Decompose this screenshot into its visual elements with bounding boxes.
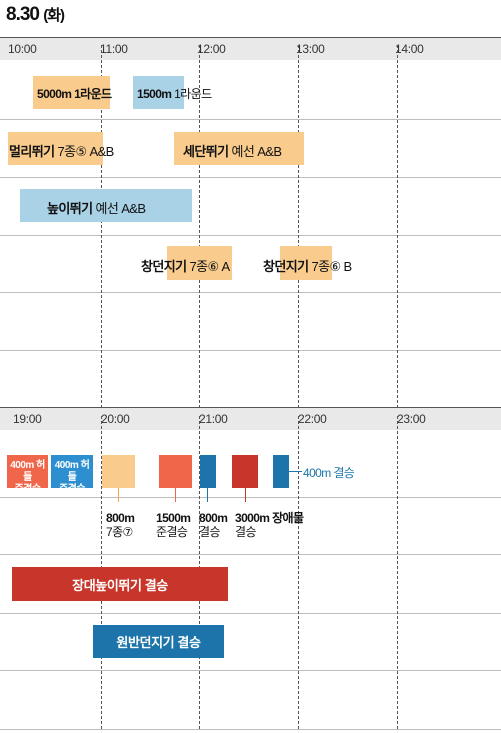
event-label-400m-hurdles-women: 400m 허들 준결승: [10, 460, 45, 495]
event-block-3000m-steeplechase[interactable]: [232, 455, 258, 488]
event-label-800m-final: 800m 결승: [199, 511, 228, 539]
event-block-400m-hurdles-men[interactable]: [51, 455, 93, 488]
connector-line: [207, 488, 208, 502]
row-divider: [0, 554, 501, 555]
hour-gridline: [298, 45, 299, 408]
date-text: 8.30: [6, 4, 40, 25]
time-label: 14:00: [395, 42, 424, 56]
time-label: 12:00: [197, 42, 226, 56]
event-block-high-jump[interactable]: [20, 189, 192, 222]
event-block-javelin-b[interactable]: [280, 246, 332, 280]
event-label-javelin-a: 창던지기 7종⑥ A: [141, 259, 230, 274]
hour-gridline: [397, 45, 398, 408]
event-label-400m-hurdles-men: 400m 허들 준결승: [54, 460, 90, 495]
weekday-text: (화): [43, 7, 65, 24]
event-block-discus[interactable]: 원반던지기 결승: [93, 625, 224, 658]
event-block-1500m-semifinal[interactable]: [159, 455, 192, 488]
evening-time-header: 19:00 20:00 21:00 22:00 23:00: [0, 408, 501, 430]
row-divider: [0, 119, 501, 120]
event-label-3000m-steeplechase: 3000m 장애물 결승: [235, 511, 304, 539]
event-label-400m-final: 400m 결승: [303, 466, 355, 480]
morning-time-header: 10:00 11:00 12:00 13:00 14:00: [0, 38, 501, 60]
connector-line: [289, 471, 302, 472]
event-label-pole-vault: 장대높이뛰기 결승: [72, 577, 168, 593]
event-block-1500m[interactable]: [133, 76, 184, 109]
row-divider: [0, 350, 501, 351]
event-block-5000m[interactable]: [33, 76, 110, 109]
event-label-high-jump: 높이뛰기 예선 A&B: [47, 201, 146, 216]
row-divider: [0, 177, 501, 178]
connector-line: [245, 488, 246, 502]
event-label-1500m-semifinal: 1500m 준결승: [156, 511, 191, 539]
connector-line: [175, 488, 176, 502]
hour-gridline: [298, 416, 299, 729]
time-label: 11:00: [100, 42, 128, 56]
event-label-1500m: 1500m 1라운드: [137, 87, 212, 101]
hour-gridline: [199, 45, 200, 408]
hour-gridline: [397, 416, 398, 729]
event-label-5000m: 5000m 1라운드: [37, 87, 112, 101]
time-label: 23:00: [397, 412, 426, 426]
row-divider: [0, 292, 501, 293]
row-divider: [0, 729, 501, 730]
time-label: 20:00: [101, 412, 130, 426]
event-label-discus: 원반던지기 결승: [116, 635, 201, 650]
event-label-long-jump: 멀리뛰기 7종⑤ A&B: [9, 144, 114, 159]
event-block-400m-hurdles-women[interactable]: [7, 455, 48, 488]
time-label: 10:00: [8, 42, 37, 56]
event-label-javelin-b: 창던지기 7종⑥ B: [263, 259, 352, 274]
connector-line: [118, 488, 119, 502]
event-block-800m-heptathlon[interactable]: [102, 455, 135, 488]
event-label-800m-heptathlon: 800m 7종⑦: [106, 511, 135, 539]
event-block-javelin-a[interactable]: [167, 246, 232, 280]
row-divider: [0, 235, 501, 236]
panel-divider: [0, 37, 501, 38]
event-block-triple-jump[interactable]: [174, 132, 304, 165]
event-block-400m-final[interactable]: [273, 455, 289, 488]
time-label: 13:00: [296, 42, 325, 56]
row-divider: [0, 497, 501, 498]
time-label: 22:00: [298, 412, 327, 426]
event-block-pole-vault[interactable]: 장대높이뛰기 결승: [12, 567, 228, 601]
event-block-long-jump[interactable]: [8, 132, 103, 165]
row-divider: [0, 613, 501, 614]
event-block-800m-final[interactable]: [200, 455, 216, 488]
page-title: 8.30 (화): [6, 4, 65, 26]
row-divider: [0, 670, 501, 671]
event-label-triple-jump: 세단뛰기 예선 A&B: [183, 144, 282, 159]
time-label: 21:00: [199, 412, 228, 426]
hour-gridline: [101, 45, 102, 408]
time-label: 19:00: [13, 412, 42, 426]
panel-divider: [0, 407, 501, 408]
